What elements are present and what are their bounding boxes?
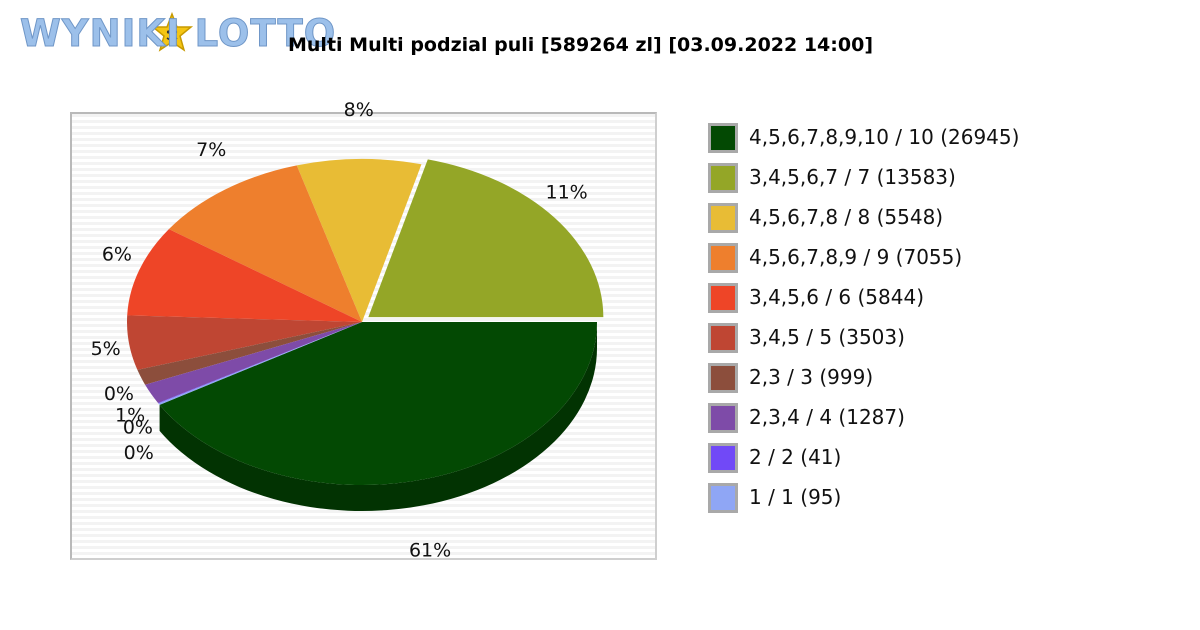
- pie-percent-label-6: 0%: [104, 383, 134, 405]
- pie-slice-5: [126, 315, 362, 370]
- legend-label: 4,5,6,7,8,9,10 / 10 (26945): [749, 125, 1020, 149]
- chart-title: Multi Multi podzial puli [589264 zl] [03…: [288, 34, 874, 56]
- pie-percent-label-7: 1%: [115, 405, 145, 427]
- legend-swatch: [708, 443, 738, 473]
- pie-percent-label-9: 0%: [124, 442, 154, 464]
- pie-percent-labels: 61%11%8%7%6%5%0%1%0%0%: [91, 99, 588, 561]
- legend-label: 1 / 1 (95): [749, 485, 842, 509]
- pie-slice-0: [159, 322, 597, 486]
- legend-label: 2,3 / 3 (999): [749, 365, 874, 389]
- legend-label: 2 / 2 (41): [749, 445, 842, 469]
- legend-swatch: [708, 243, 738, 273]
- legend-swatch: [708, 283, 738, 313]
- pie-slice-9: [158, 322, 362, 405]
- legend-label: 4,5,6,7,8,9 / 9 (7055): [749, 245, 963, 269]
- pie-slices: [126, 159, 604, 486]
- legend-swatch: [708, 323, 738, 353]
- legend-label: 3,4,5,6 / 6 (5844): [749, 285, 925, 309]
- pie-percent-label-5: 5%: [91, 338, 121, 360]
- pie-percent-label-8: 0%: [123, 417, 153, 439]
- pie-slice-7: [145, 322, 362, 403]
- star-face-icon: [150, 11, 194, 52]
- legend-label: 3,4,5,6,7 / 7 (13583): [749, 165, 956, 189]
- pie-slice-4: [127, 229, 362, 322]
- legend-swatch: [708, 123, 738, 153]
- pie-percent-label-1: 11%: [545, 181, 587, 203]
- pie-percent-label-2: 8%: [344, 99, 374, 121]
- pie-depth-0: [159, 322, 597, 512]
- legend-swatch: [708, 163, 738, 193]
- legend-swatch: [708, 203, 738, 233]
- legend-label: 3,4,5 / 5 (3503): [749, 325, 905, 349]
- logo: [150, 11, 194, 52]
- pie-depth: [159, 322, 597, 512]
- legend-swatch: [708, 483, 738, 513]
- legend-swatch: [708, 363, 738, 393]
- legend-label: 2,3,4 / 4 (1287): [749, 405, 905, 429]
- pie-slice-3: [168, 165, 362, 322]
- legend-swatch: [708, 403, 738, 433]
- pie-slice-2: [296, 159, 422, 322]
- pie-slice-6: [137, 322, 362, 385]
- pie-slice-1: [368, 159, 604, 318]
- pie-percent-label-3: 7%: [196, 139, 226, 161]
- pie-slice-8: [158, 322, 362, 404]
- logo-text: WYNIKI LOTTO: [19, 12, 337, 56]
- pie-percent-label-4: 6%: [102, 244, 132, 266]
- pie-percent-label-0: 61%: [409, 539, 451, 561]
- legend-label: 4,5,6,7,8 / 8 (5548): [749, 205, 944, 229]
